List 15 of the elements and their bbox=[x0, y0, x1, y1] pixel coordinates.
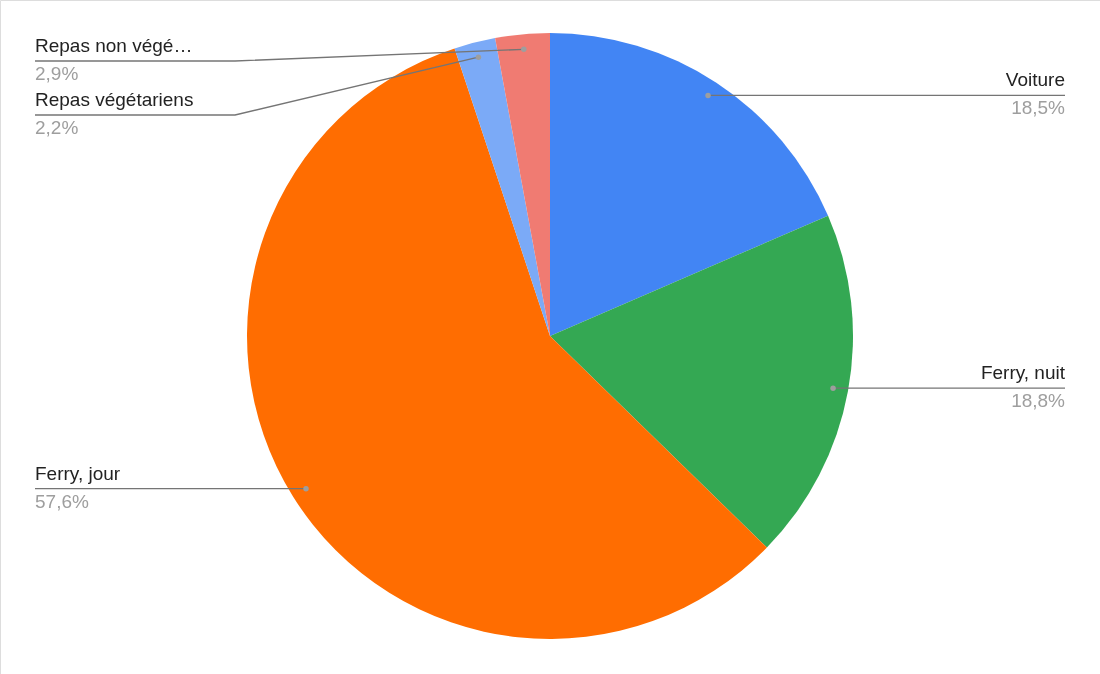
pie-slice bbox=[454, 38, 550, 336]
pie-slice bbox=[550, 215, 853, 548]
slice-label: Repas non végé… bbox=[35, 35, 193, 56]
slice-label: Voiture bbox=[1005, 69, 1065, 91]
data-label: 2,9% bbox=[35, 63, 79, 84]
slice-label: Ferry, jour bbox=[35, 462, 121, 484]
pie-slice bbox=[550, 33, 829, 336]
slice-label: Repas végétariens bbox=[35, 89, 194, 110]
data-label: 18,5% bbox=[1011, 97, 1066, 119]
data-label: 57,6% bbox=[35, 490, 89, 512]
pie-slice bbox=[247, 48, 767, 639]
data-label: 2,2% bbox=[35, 117, 79, 138]
slice-label: Ferry, nuit bbox=[980, 362, 1066, 384]
pie-slice bbox=[495, 33, 550, 336]
data-label: 18,8% bbox=[1011, 390, 1066, 412]
